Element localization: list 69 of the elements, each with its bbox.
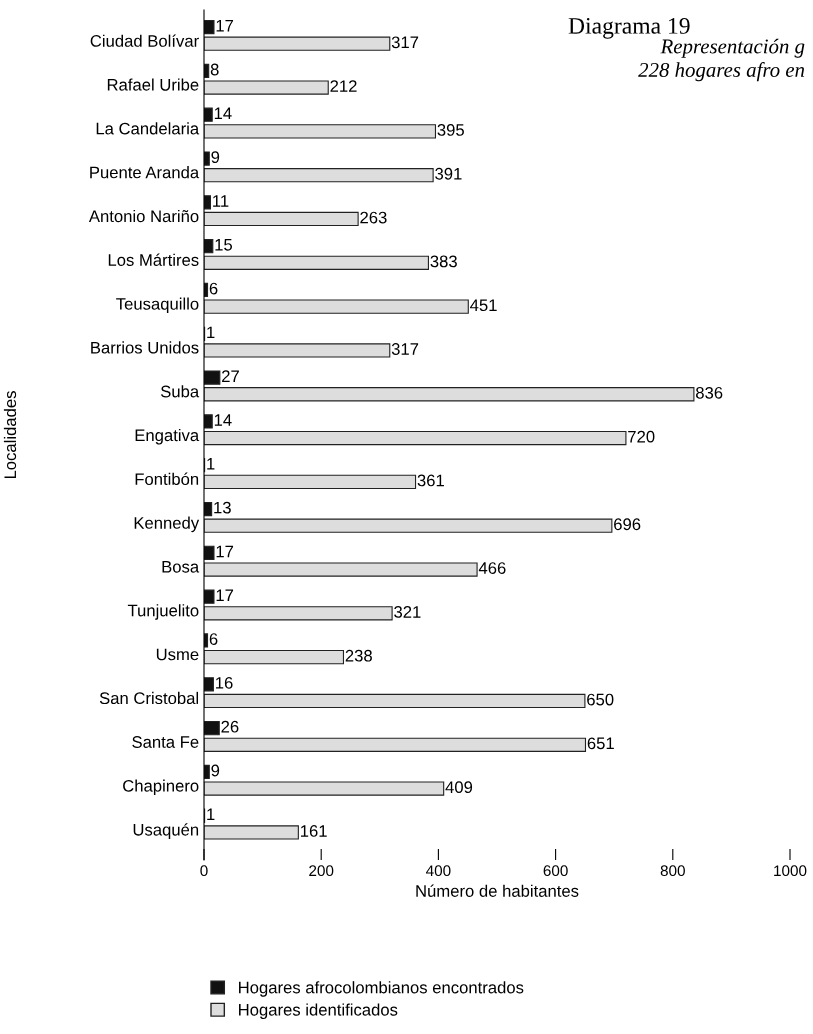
y-tick-label: Puente Aranda <box>90 166 200 179</box>
data-label: 836 <box>696 386 723 399</box>
y-tick-label: Bosa <box>162 561 200 573</box>
x-axis-title: Número de habitantes <box>416 884 579 897</box>
data-label: 14 <box>214 107 232 120</box>
data-label: 27 <box>222 370 239 382</box>
data-label: 1 <box>207 458 215 470</box>
data-label: 17 <box>216 545 234 558</box>
data-label: 451 <box>470 299 497 312</box>
x-tick-label: 0 <box>200 865 208 877</box>
data-label: 650 <box>587 693 614 706</box>
data-label: 17 <box>216 589 234 601</box>
data-label: 1 <box>207 326 215 339</box>
data-label: 212 <box>330 80 357 92</box>
y-tick-label: Usaquén <box>133 823 199 839</box>
y-tick-label: Ciudad Bolívar <box>90 34 199 47</box>
data-label: 6 <box>209 282 218 295</box>
data-label: 1 <box>207 808 215 821</box>
y-tick-label: Antonio Nariño <box>88 209 199 223</box>
data-label: 466 <box>478 562 506 574</box>
data-label: 6 <box>209 633 218 645</box>
x-tick-label: 1000 <box>774 865 807 877</box>
data-label: 361 <box>417 474 444 487</box>
data-label: 383 <box>430 255 457 268</box>
data-label: 317 <box>391 36 419 49</box>
data-label: 8 <box>210 63 219 76</box>
y-tick-label: La Candelaria <box>96 122 200 135</box>
y-tick-label: Engativa <box>135 428 200 445</box>
y-tick-label: Los Mártires <box>108 253 199 266</box>
text: Representación g 228 hogares afro en <box>638 38 805 82</box>
data-label: 263 <box>360 211 387 224</box>
data-label: 9 <box>211 151 220 163</box>
legend-label: Hogares identificados <box>239 1003 398 1019</box>
y-tick-label: Fontibón <box>135 472 199 486</box>
data-label: 696 <box>614 518 641 531</box>
y-tick-label: Usme <box>156 648 199 661</box>
y-tick-label: Kennedy <box>134 516 200 533</box>
y-tick-label: Teusaquillo <box>116 297 199 314</box>
y-tick-label: Rafael Uribe <box>107 78 199 91</box>
y-tick-label: Santa Fe <box>132 736 199 748</box>
data-label: 161 <box>301 825 327 837</box>
legend-label: Hogares afrocolombianos encontrados <box>239 981 524 997</box>
data-label: 26 <box>221 720 239 733</box>
y-tick-label: Barrios Unidos <box>91 341 199 354</box>
data-label: 395 <box>437 124 464 136</box>
data-label: 238 <box>345 649 372 662</box>
y-tick-label: Chapinero <box>123 779 199 796</box>
data-label: 13 <box>214 501 231 514</box>
data-label: 9 <box>211 764 220 777</box>
data-label: 317 <box>391 343 419 355</box>
x-tick-label: 600 <box>543 865 568 877</box>
y-axis-title: Localidades <box>3 391 17 479</box>
data-label: 16 <box>216 676 233 689</box>
data-label: 11 <box>213 195 229 207</box>
data-label: 720 <box>628 430 655 443</box>
data-label: 651 <box>587 737 614 750</box>
y-tick-label: Suba <box>160 385 200 398</box>
data-label: 17 <box>216 19 234 32</box>
x-tick-label: 200 <box>309 865 334 877</box>
x-tick-label: 800 <box>660 865 685 877</box>
chart-title: Diagrama 19 <box>568 17 690 39</box>
data-label: 15 <box>215 239 233 251</box>
data-label: 321 <box>394 606 421 618</box>
data-label: 391 <box>435 167 462 180</box>
data-label: 14 <box>214 414 232 426</box>
y-tick-label: Tunjuelito <box>127 604 199 620</box>
x-tick-label: 400 <box>426 865 451 877</box>
y-tick-label: San Cristobal <box>99 691 199 705</box>
data-label: 409 <box>445 781 473 794</box>
